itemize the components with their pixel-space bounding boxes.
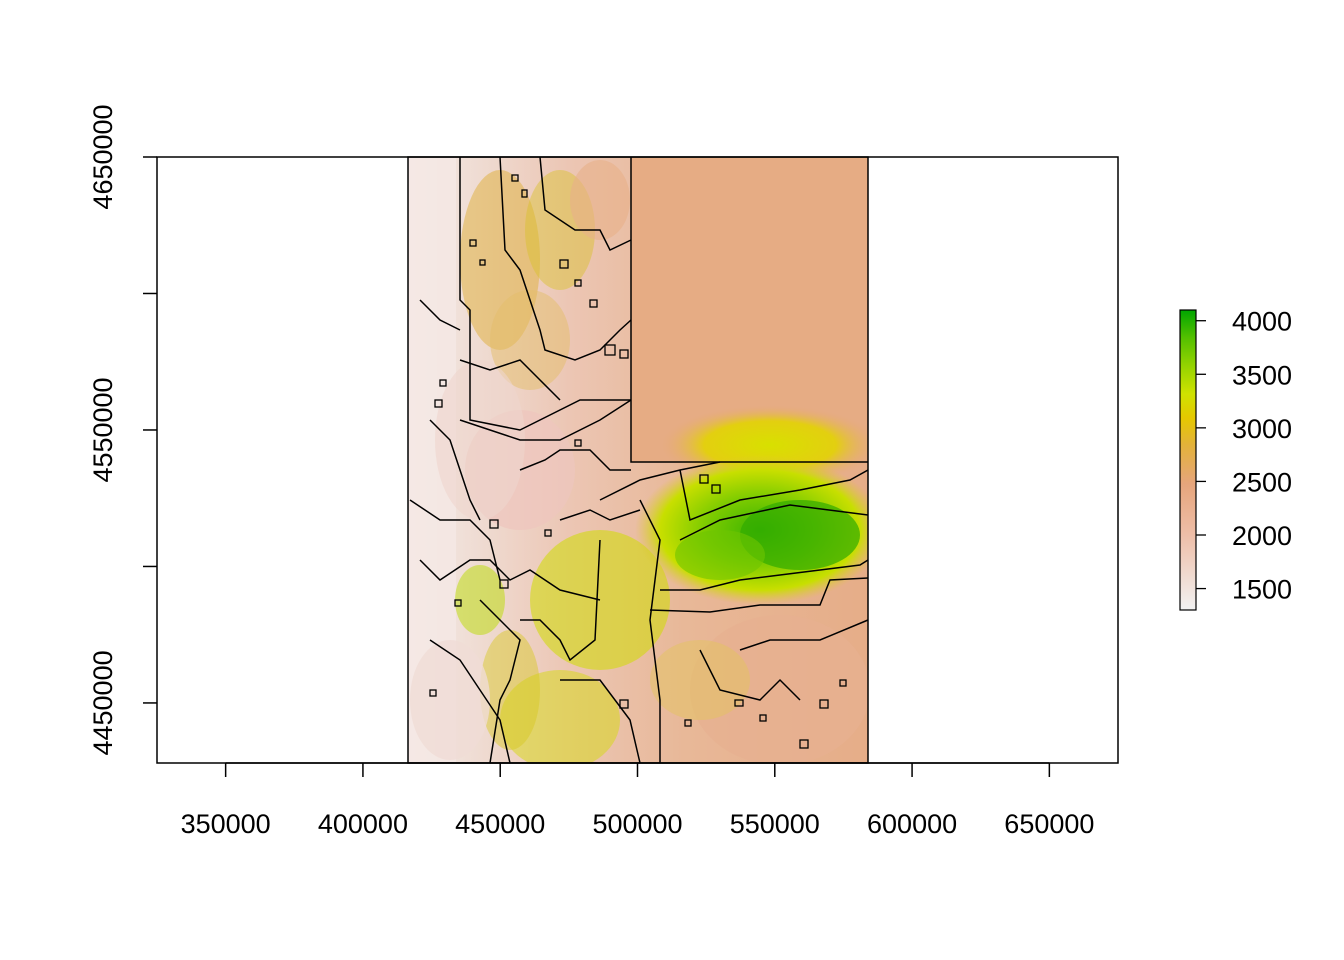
legend-ticks: 1500 2000 2500 3000 3500 4000: [1196, 307, 1292, 605]
y-tick-label: 4650000: [88, 104, 118, 209]
x-tick-label: 400000: [318, 809, 408, 839]
x-tick-label: 550000: [730, 809, 820, 839]
x-tick-label: 450000: [455, 809, 545, 839]
x-tick-label: 350000: [181, 809, 271, 839]
elevation-raster: [408, 157, 868, 763]
parcel-outlines: [429, 174, 847, 749]
boundary-polygons: [409, 157, 868, 763]
legend-tick-label: 1500: [1232, 575, 1292, 605]
legend-tick-label: 3000: [1232, 414, 1292, 444]
y-tick-label: 4550000: [88, 377, 118, 482]
x-tick-label: 600000: [867, 809, 957, 839]
legend-tick-label: 4000: [1232, 307, 1292, 337]
x-axis: 350000 400000 450000 500000 550000 600000 6500…: [181, 762, 1094, 839]
legend-colorbar: [1179, 309, 1197, 611]
legend-tick-label: 2000: [1232, 521, 1292, 551]
legend-tick-label: 3500: [1232, 360, 1292, 390]
elevation-legend: 1500 2000 2500 3000 3500 4000: [1179, 307, 1292, 611]
legend-tick-label: 2500: [1232, 467, 1292, 497]
x-tick-label: 500000: [592, 809, 682, 839]
x-tick-label: 650000: [1004, 809, 1094, 839]
y-axis: 4450000 4550000 4650000: [88, 104, 157, 756]
y-tick-label: 4450000: [88, 650, 118, 755]
